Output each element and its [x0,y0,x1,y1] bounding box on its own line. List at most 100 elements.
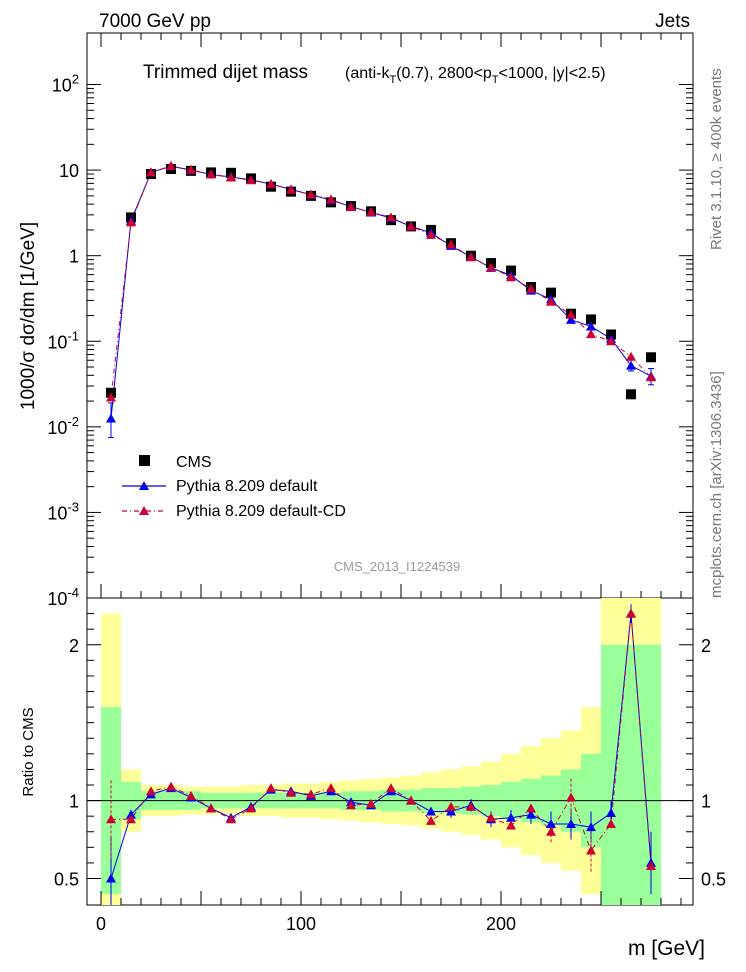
pythia-cd-point [146,167,156,177]
ratio-series-layer [106,604,656,905]
ratio-pythia-cd-point [386,783,396,793]
ratio-pythia-cd-point [566,792,576,802]
pythia-cd-point [126,217,136,227]
pythia-cd-point [166,160,176,170]
pythia-cd-point [446,239,456,249]
ratio-axes: 0.5 0.5 1 1 2 2 0 100 200 [54,613,726,934]
ratio-pythia-cd-point [306,789,316,799]
ratio-pythia-cd-point [126,814,136,824]
main-y-tick-label: 102 [52,72,79,96]
pythia-cd-point [526,283,536,293]
ratio-pythia-cd-point [506,820,516,830]
pythia-cd-point [566,309,576,319]
ratio-pythia-default-point [126,809,136,819]
pythia-cd-point [426,229,436,239]
pythia-cd-point [226,172,236,182]
main-y-tick-label: 1 [69,247,79,267]
cms-data-point [586,314,596,325]
pythia-cd-point [606,336,616,346]
ratio-pythia-cd-point [406,795,416,805]
x-tick-label: 200 [486,914,516,934]
pythia-cd-point [386,212,396,222]
ratio-pythia-cd-point [646,861,656,871]
subtitle-part-1: (anti-k [345,65,390,82]
pythia-cd-point [106,392,116,402]
ratio-y-tick-label-right: 0.5 [701,870,726,890]
ratio-y-tick-label: 2 [69,636,79,656]
pythia-default-point [626,360,636,370]
ratio-y-tick-label-right: 2 [701,636,711,656]
ratio-pythia-default-point [546,818,556,828]
ratio-pythia-cd-point [286,787,296,797]
ratio-pythia-cd-point [446,801,456,811]
ratio-pythia-cd-point [346,800,356,810]
pythia-cd-point [506,272,516,282]
ratio-pythia-default-point [506,812,516,822]
subtitle-sub-t2: T [492,74,499,86]
pythia-default-line [110,165,652,419]
ratio-pythia-cd-point [426,815,436,825]
cms-data-point [546,287,556,298]
pythia-cd-point [246,175,256,185]
main-y-tick-label: 10-3 [47,499,79,523]
ratio-pythia-default-point [446,806,456,816]
ratio-pythia-cd-point [206,803,216,813]
ratio-pythia-cd-point [246,803,256,813]
ratio-uncertainty-bands [101,598,661,905]
pythia-cd-point [206,169,216,179]
main-y-tick-label: 10-1 [47,328,79,352]
pythia-cd-point [326,194,336,204]
main-series-layer [106,160,656,439]
ratio-y-tick-label: 1 [69,792,79,812]
ratio-pythia-cd-point [166,781,176,791]
cms-data-point [646,352,656,363]
pythia-cd-point [186,164,196,174]
pythia-cd-point [546,296,556,306]
pythia-cd-point [406,221,416,231]
ratio-pythia-cd-point [146,786,156,796]
legend-label-cms: CMS [176,454,212,471]
x-tick-label: 100 [286,914,316,934]
main-axes: 10-4 10-3 10-2 10-1 1 10 102 [47,33,693,609]
ratio-band-green [621,644,641,905]
ratio-pythia-cd-point [226,814,236,824]
ratio-pythia-cd-point [466,801,476,811]
ratio-pythia-cd-point [366,798,376,808]
ratio-pythia-default-point [106,873,116,883]
ratio-pythia-default-point [426,806,436,816]
pythia-default-point [106,413,116,423]
header-right: Jets [655,11,690,32]
ratio-y-tick-label-right: 1 [701,792,711,812]
x-tick-label: 0 [96,914,106,934]
chart-title: Trimmed dijet mass [143,62,308,83]
ratio-pythia-cd-point [586,845,596,855]
pythia-cd-point [466,252,476,262]
legend-marker-pythia-cd [139,506,149,515]
pythia-default-point [586,321,596,331]
subtitle-part-2: (0.7), 2800<p [396,65,492,82]
ratio-band-green [601,644,621,905]
pythia-cd-point [266,178,276,188]
mcplots-text: mcplots.cern.ch [arXiv:1306.3436] [708,371,725,598]
pythia-cd-point [366,206,376,216]
ratio-pythia-cd-point [106,814,116,824]
pythia-cd-point [586,329,596,339]
ratio-pythia-cd-point [326,783,336,793]
pythia-cd-point [486,262,496,272]
ratio-panel-frame [86,597,694,906]
ratio-pythia-cd-point [266,783,276,793]
ratio-pythia-default-point [566,818,576,828]
ratio-y-axis-label: Ratio to CMS [20,707,37,796]
pythia-cd-point [646,372,656,382]
ratio-pythia-cd-point [526,803,536,813]
chart-subtitle: (anti-kT(0.7), 2800<pT<1000, |y|<2.5) [345,65,606,86]
ratio-pythia-cd-point [546,826,556,836]
rivet-version-text: Rivet 3.1.10, ≥ 400k events [708,68,725,250]
ratio-pythia-cd-point [606,818,616,828]
legend-label-pythia-cd: Pythia 8.209 default-CD [176,503,346,520]
pythia-cd-line [110,165,652,398]
legend: CMS Pythia 8.209 default Pythia 8.209 de… [122,454,346,520]
pythia-cd-point [286,184,296,194]
main-y-tick-label: 10-4 [47,585,79,609]
